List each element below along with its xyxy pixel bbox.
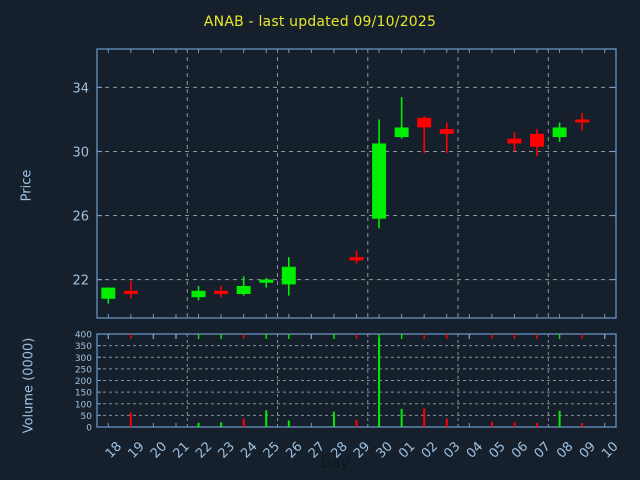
page-title: ANAB - last updated 09/10/2025 xyxy=(203,14,437,30)
candle-body xyxy=(394,127,409,138)
day-tick-label: 05 xyxy=(486,439,508,461)
price-axis-ticks: 22 26 30 34 xyxy=(72,81,616,289)
candle-body xyxy=(123,290,138,294)
candle-body xyxy=(214,290,229,294)
day-tick-label: 06 xyxy=(509,439,531,461)
day-tick-label: 09 xyxy=(577,439,599,461)
svg-text:300: 300 xyxy=(75,354,92,364)
candle-body xyxy=(417,117,432,128)
candlestick-series xyxy=(101,97,590,304)
svg-text:400: 400 xyxy=(75,331,92,341)
svg-text:26: 26 xyxy=(72,210,89,225)
day-axis-labels: 18 19 20 21 22 23 24 25 26 27 28 29 30 01 02 03 04 05 06 07… xyxy=(103,439,622,461)
candle-body xyxy=(530,133,545,147)
day-tick-label: 19 xyxy=(125,439,147,461)
svg-text:22: 22 xyxy=(72,274,89,289)
day-tick-label: 08 xyxy=(554,439,576,461)
candle-body xyxy=(101,287,116,299)
volume-series xyxy=(129,337,584,427)
day-tick-label: 26 xyxy=(283,439,305,461)
day-tick-label: 03 xyxy=(441,439,463,461)
candle-body xyxy=(259,279,274,283)
svg-text:250: 250 xyxy=(75,365,92,375)
candle-body xyxy=(281,266,296,285)
day-tick-label: 18 xyxy=(103,439,125,461)
day-tick-label: 02 xyxy=(419,439,441,461)
day-tick-label: 27 xyxy=(306,439,328,461)
day-axis-ticks xyxy=(107,49,606,427)
day-tick-label: 29 xyxy=(351,439,373,461)
price-gridlines xyxy=(97,49,616,318)
day-tick-label: 30 xyxy=(374,439,396,461)
day-tick-label: 24 xyxy=(238,439,260,461)
day-tick-label: 10 xyxy=(599,439,621,461)
candle-body xyxy=(372,143,387,219)
svg-text:0: 0 xyxy=(86,424,92,434)
day-axis-title: Day xyxy=(321,456,349,472)
candle-body xyxy=(575,119,590,123)
price-panel-frame xyxy=(96,48,617,319)
day-tick-label: 22 xyxy=(193,439,215,461)
day-tick-label: 28 xyxy=(328,439,350,461)
day-tick-label: 07 xyxy=(532,439,554,461)
svg-text:34: 34 xyxy=(72,81,89,96)
candle-body xyxy=(439,129,454,134)
svg-text:30: 30 xyxy=(72,145,89,160)
svg-text:100: 100 xyxy=(75,400,92,410)
svg-text:150: 150 xyxy=(75,389,92,399)
day-tick-label: 01 xyxy=(396,439,418,461)
candle-body xyxy=(349,257,364,261)
volume-gridlines xyxy=(97,333,616,427)
day-tick-label: 21 xyxy=(170,439,192,461)
candle-body xyxy=(507,138,522,144)
candle-body xyxy=(552,127,567,138)
svg-text:50: 50 xyxy=(81,412,93,422)
day-tick-label: 20 xyxy=(148,439,170,461)
svg-text:350: 350 xyxy=(75,342,92,352)
candle-body xyxy=(191,290,206,298)
svg-text:200: 200 xyxy=(75,377,92,387)
day-tick-label: 23 xyxy=(216,439,238,461)
candle-body xyxy=(236,285,251,294)
day-tick-label: 25 xyxy=(261,439,283,461)
day-tick-label: 04 xyxy=(464,439,486,461)
